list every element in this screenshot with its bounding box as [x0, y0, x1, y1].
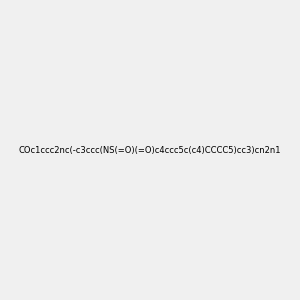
- Text: COc1ccc2nc(-c3ccc(NS(=O)(=O)c4ccc5c(c4)CCCC5)cc3)cn2n1: COc1ccc2nc(-c3ccc(NS(=O)(=O)c4ccc5c(c4)C…: [19, 146, 281, 154]
